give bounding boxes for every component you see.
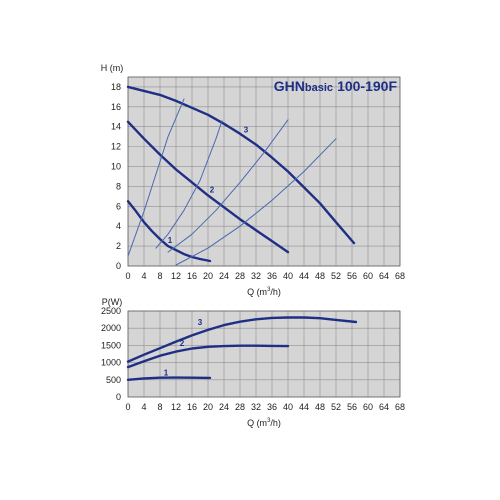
pump-curve-2 — [126, 344, 290, 369]
x-tick-label: 64 — [379, 402, 389, 412]
y-tick-label: 500 — [106, 375, 121, 385]
y-tick-label: 18 — [111, 82, 121, 92]
y-tick-label: 0 — [116, 261, 121, 271]
x-tick-label: 36 — [267, 271, 277, 281]
pump-curve-3 — [126, 316, 358, 363]
y-tick-label: 14 — [111, 122, 121, 132]
y-tick-label: 2 — [116, 241, 121, 251]
plot-area — [128, 311, 400, 397]
x-tick-label: 32 — [251, 402, 261, 412]
x-tick-label: 20 — [203, 402, 213, 412]
system-curve — [167, 119, 289, 253]
plot-frame — [127, 310, 401, 398]
pump-curve-2 — [126, 120, 290, 254]
curve-label-3: 3 — [198, 318, 203, 327]
x-tick-label: 0 — [125, 271, 130, 281]
head-chart: 0 4 8 12 16 20 24 28 32 36 40 44 48 52 56 60 64 680246810… — [101, 63, 405, 297]
curve-label-1: 1 — [168, 236, 173, 245]
system-curve — [127, 98, 185, 257]
x-tick-label: 36 — [267, 402, 277, 412]
x-tick-label: 60 — [363, 271, 373, 281]
x-tick-label: 4 — [141, 271, 146, 281]
curve-label-2: 2 — [180, 339, 185, 348]
system-curve — [175, 138, 337, 266]
system-curve — [155, 120, 223, 249]
x-tick-label: 44 — [299, 271, 309, 281]
y-tick-label: 16 — [111, 102, 121, 112]
pump-curve-1 — [126, 376, 212, 381]
plot-frame — [127, 76, 401, 267]
x-axis-label: Q (m3/h) — [247, 287, 281, 297]
x-tick-label: 12 — [171, 402, 181, 412]
x-tick-label: 44 — [299, 402, 309, 412]
x-tick-label: 60 — [363, 402, 373, 412]
y-tick-label: 8 — [116, 181, 121, 191]
y-tick-label: 2500 — [101, 306, 121, 316]
x-tick-label: 52 — [331, 271, 341, 281]
curve-label-3: 3 — [244, 126, 249, 135]
x-tick-label: 20 — [203, 271, 213, 281]
x-tick-label: 24 — [219, 271, 229, 281]
x-axis-label: Q (m3/h) — [247, 418, 281, 428]
x-tick-label: 16 — [187, 402, 197, 412]
y-tick-label: 4 — [116, 221, 121, 231]
y-tick-label: 10 — [111, 162, 121, 172]
x-tick-label: 68 — [395, 402, 405, 412]
y-tick-label: 12 — [111, 142, 121, 152]
curve-label-1: 1 — [164, 369, 169, 378]
x-tick-label: 32 — [251, 271, 261, 281]
x-tick-label: 64 — [379, 271, 389, 281]
x-tick-label: 52 — [331, 402, 341, 412]
x-tick-label: 28 — [235, 402, 245, 412]
power-chart: 0 4 8 12 16 20 24 28 32 36 40 44 48 52 56 60 64 680500100… — [101, 297, 405, 428]
y-axis-label: H (m) — [101, 63, 124, 73]
x-tick-label: 56 — [347, 402, 357, 412]
y-tick-label: 0 — [116, 392, 121, 402]
x-tick-label: 16 — [187, 271, 197, 281]
curve-label-2: 2 — [210, 185, 215, 194]
x-tick-label: 4 — [141, 402, 146, 412]
x-tick-label: 0 — [125, 402, 130, 412]
y-tick-label: 6 — [116, 201, 121, 211]
y-tick-label: 1500 — [101, 340, 121, 350]
x-tick-label: 48 — [315, 402, 325, 412]
x-tick-label: 24 — [219, 402, 229, 412]
x-tick-label: 56 — [347, 271, 357, 281]
x-tick-label: 40 — [283, 271, 293, 281]
x-tick-label: 8 — [157, 271, 162, 281]
x-tick-label: 12 — [171, 271, 181, 281]
y-axis-label: P(W) — [102, 297, 123, 307]
x-tick-label: 68 — [395, 271, 405, 281]
chart-title: GHNbasic 100-190F — [274, 78, 398, 94]
pump-curve-3 — [126, 85, 356, 245]
y-tick-label: 1000 — [101, 358, 121, 368]
x-tick-label: 40 — [283, 402, 293, 412]
x-tick-label: 8 — [157, 402, 162, 412]
x-tick-label: 48 — [315, 271, 325, 281]
y-tick-label: 2000 — [101, 323, 121, 333]
x-tick-label: 28 — [235, 271, 245, 281]
